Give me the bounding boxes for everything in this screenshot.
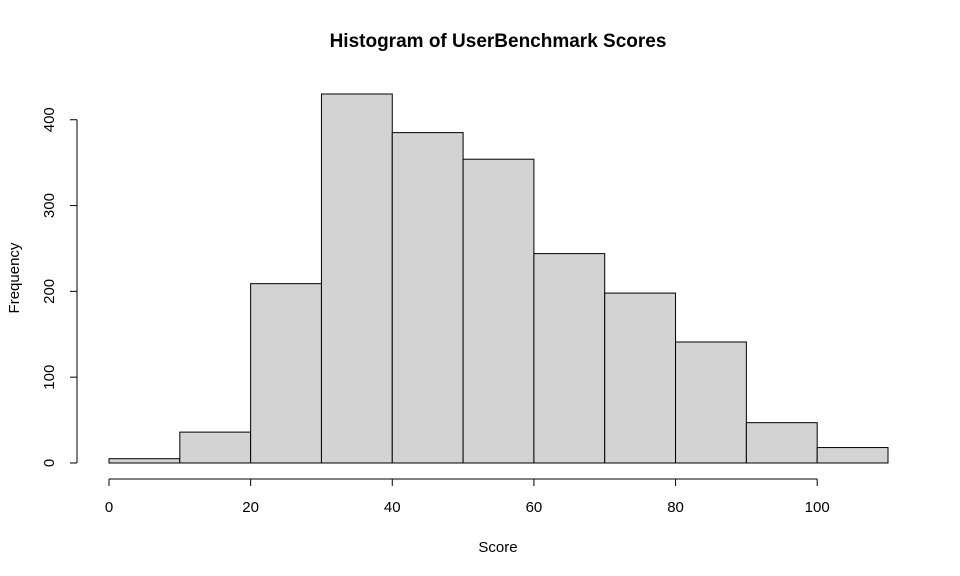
- histogram-bar: [391, 132, 464, 464]
- histogram-bar: [533, 253, 606, 464]
- x-axis-label: Score: [478, 539, 517, 556]
- histogram-bar: [108, 458, 181, 464]
- histogram-bar: [604, 292, 677, 464]
- y-axis-label: Frequency: [6, 242, 23, 313]
- histogram-bar: [462, 158, 535, 464]
- chart-title: Histogram of UserBenchmark Scores: [330, 31, 667, 52]
- histogram-bar: [320, 93, 393, 464]
- x-tick-label: 20: [242, 499, 259, 516]
- x-tick-label: 60: [526, 499, 543, 516]
- histogram-bar: [250, 283, 322, 464]
- histogram-bar: [179, 431, 252, 464]
- x-tick-label: 100: [805, 499, 830, 516]
- histogram-bar: [745, 422, 818, 464]
- x-tick-label: 80: [667, 499, 684, 516]
- x-axis: 0 20 40 60 80 100: [105, 478, 830, 516]
- y-tick-label: 0: [41, 459, 58, 467]
- y-tick-label: 200: [41, 279, 58, 304]
- bars-group: [108, 93, 889, 464]
- histogram-bar: [675, 341, 747, 464]
- y-tick-label: 400: [41, 107, 58, 132]
- histogram-bar: [816, 447, 889, 464]
- y-tick-label: 100: [41, 365, 58, 390]
- x-tick-label: 40: [384, 499, 401, 516]
- x-tick-label: 0: [105, 499, 113, 516]
- y-axis: 0 100 200 300 400: [41, 107, 78, 467]
- y-tick-label: 300: [41, 193, 58, 218]
